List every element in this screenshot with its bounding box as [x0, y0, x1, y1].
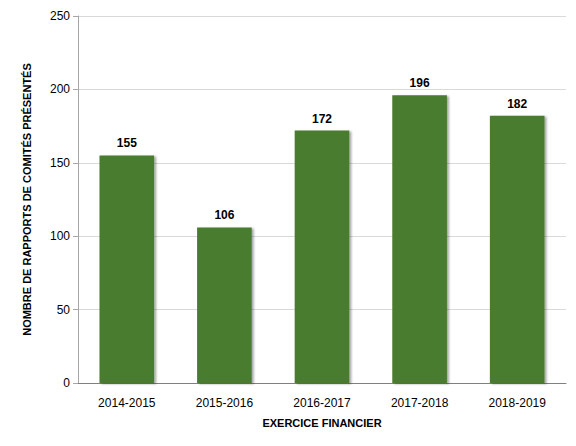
svg-text:250: 250 — [50, 9, 70, 23]
svg-text:2015-2016: 2015-2016 — [196, 396, 254, 410]
svg-text:155: 155 — [117, 136, 137, 150]
svg-text:172: 172 — [312, 112, 332, 126]
svg-text:2014-2015: 2014-2015 — [98, 396, 156, 410]
svg-text:0: 0 — [63, 376, 70, 390]
svg-text:50: 50 — [57, 303, 71, 317]
svg-text:182: 182 — [507, 97, 527, 111]
svg-text:2016-2017: 2016-2017 — [293, 396, 351, 410]
svg-text:EXERCICE FINANCIER: EXERCICE FINANCIER — [262, 417, 381, 429]
svg-text:100: 100 — [50, 229, 70, 243]
svg-text:2018-2019: 2018-2019 — [489, 396, 547, 410]
svg-text:196: 196 — [410, 76, 430, 90]
svg-text:NOMBRE DE RAPPORTS DE COMITÉS: NOMBRE DE RAPPORTS DE COMITÉS PRÉSENTÉS — [21, 63, 33, 336]
svg-text:200: 200 — [50, 82, 70, 96]
svg-text:2017-2018: 2017-2018 — [391, 396, 449, 410]
svg-text:106: 106 — [214, 208, 234, 222]
svg-text:150: 150 — [50, 156, 70, 170]
